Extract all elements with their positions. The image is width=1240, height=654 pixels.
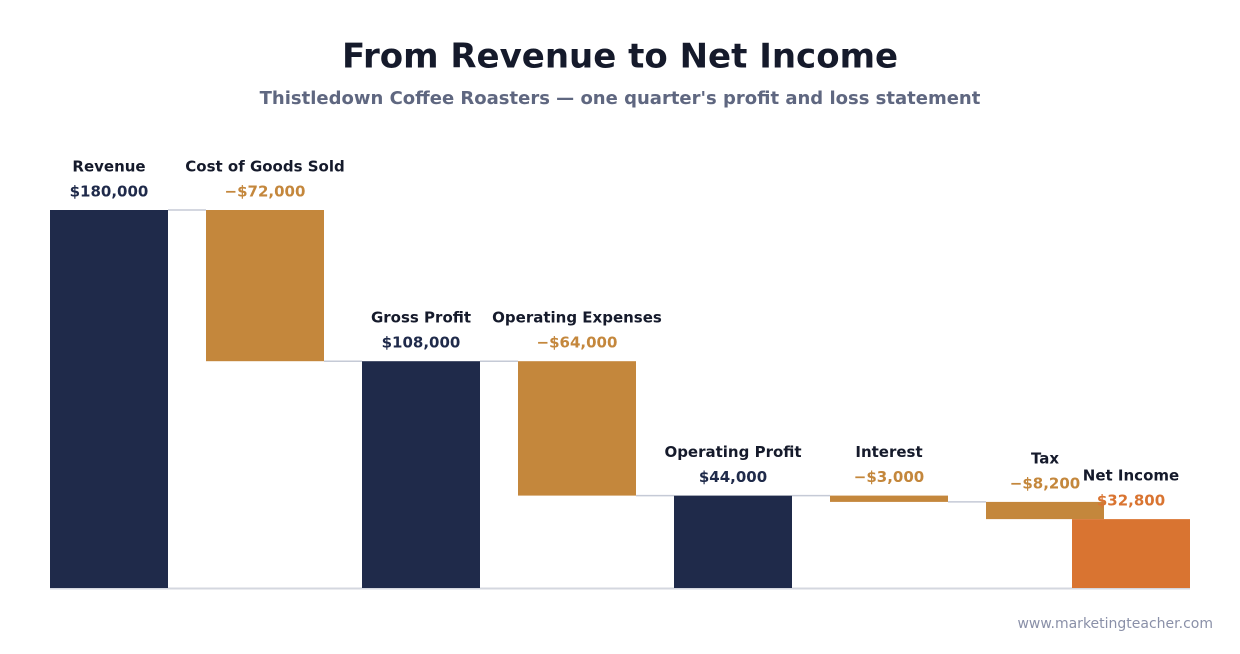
category-label: Gross Profit <box>371 309 471 327</box>
value-label: $44,000 <box>699 468 767 486</box>
chart-title: From Revenue to Net Income <box>342 37 898 77</box>
bar <box>206 210 324 362</box>
value-label: −$8,200 <box>1010 474 1080 492</box>
bar <box>362 361 480 588</box>
value-label: −$3,000 <box>854 468 924 486</box>
category-label: Net Income <box>1083 467 1179 485</box>
source: www.marketingteacher.com <box>1017 616 1213 632</box>
value-label: $180,000 <box>70 183 149 201</box>
category-label: Operating Profit <box>664 443 801 461</box>
value-label: −$64,000 <box>537 334 618 352</box>
category-label: Interest <box>855 443 922 461</box>
category-label: Cost of Goods Sold <box>185 158 345 176</box>
category-label: Revenue <box>72 158 145 176</box>
value-label: −$72,000 <box>225 183 306 201</box>
bar <box>1072 519 1190 588</box>
bar <box>830 495 948 502</box>
bar <box>518 361 636 496</box>
bar <box>674 495 792 588</box>
value-label: $32,800 <box>1097 492 1165 510</box>
chart-subtitle: Thistledown Coffee Roasters — one quarte… <box>260 88 981 109</box>
value-label: $108,000 <box>382 334 461 352</box>
bar <box>50 210 168 588</box>
category-label: Operating Expenses <box>492 309 662 327</box>
category-label: Tax <box>1031 449 1059 467</box>
bar <box>986 501 1104 520</box>
